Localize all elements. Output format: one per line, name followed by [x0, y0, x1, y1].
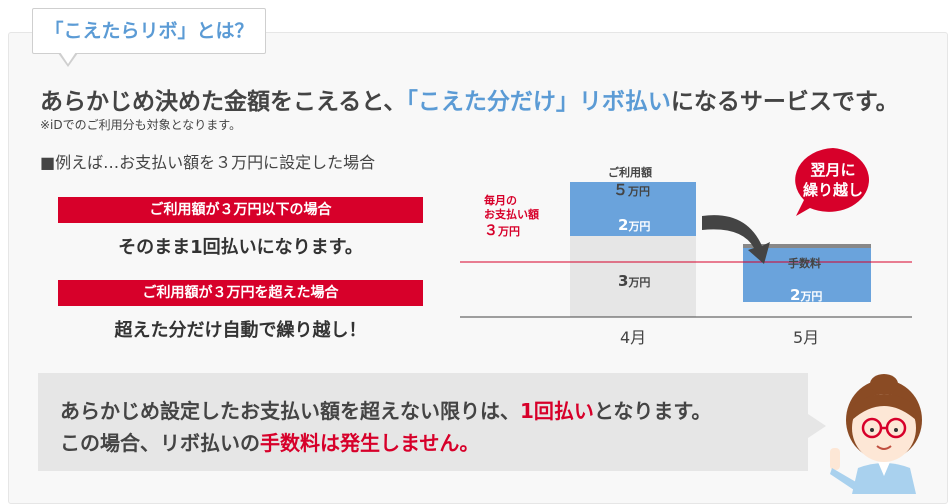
- headline-suffix: になるサービスです。: [670, 89, 899, 115]
- info-box: あらかじめ設定したお支払い額を超えない限りは、1回払いとなります。 この場合、リ…: [38, 373, 808, 471]
- callout-text: 翌月に 繰り越し: [790, 160, 876, 200]
- bar-april-paid: [570, 236, 696, 317]
- example-label: ■例えば…お支払い額を３万円に設定した場合: [40, 153, 376, 172]
- callout-line-1: 翌月に: [810, 161, 856, 179]
- note-text: ※iDでのご利用分も対象となります。: [40, 118, 242, 132]
- carryover-chart: 毎月の お支払い額 ３万円 ご利用額 ５万円 2万円 3万円 手数料 2万円 4…: [458, 160, 913, 355]
- monthly-value: ３万円: [484, 223, 520, 239]
- chart-svg: [460, 182, 912, 318]
- bar-may-fee: [743, 244, 871, 249]
- character-illustration: [830, 374, 922, 494]
- monthly-label-2: お支払い額: [484, 208, 539, 221]
- x-tick-april: 4月: [620, 328, 647, 347]
- case1-text: そのまま1回払いになります。: [118, 237, 363, 258]
- section-title: 「こえたらリボ」とは？: [32, 8, 266, 54]
- carryover-callout: 翌月に 繰り越し: [790, 146, 876, 216]
- section-title-tail-inner: [60, 52, 76, 64]
- fee-label: 手数料: [788, 257, 821, 270]
- bar-april-carried: [570, 182, 696, 236]
- headline: あらかじめ決めた金額をこえると、「こえた分だけ」リボ払いになるサービスです。: [40, 82, 899, 116]
- info-box-pointer: [808, 414, 826, 438]
- case2-bar: ご利用額が３万円を超えた場合: [58, 280, 423, 306]
- monthly-label-1: 毎月の: [484, 194, 517, 207]
- usage-label: ご利用額: [608, 166, 652, 179]
- usage-value: ５万円: [613, 181, 651, 199]
- info-line-1: あらかじめ設定したお支払い額を超えない限りは、1回払いとなります。: [60, 399, 712, 423]
- may-label: 2万円: [790, 286, 823, 304]
- carryover-arrow: [702, 215, 770, 264]
- x-tick-may: 5月: [793, 328, 820, 347]
- callout-line-2: 繰り越し: [802, 181, 863, 199]
- april-top-label: 2万円: [618, 216, 651, 234]
- headline-highlight: 「こえた分だけ」リボ払い: [406, 89, 671, 115]
- headline-prefix: あらかじめ決めた金額をこえると、: [40, 89, 407, 115]
- case1-bar: ご利用額が３万円以下の場合: [58, 197, 423, 223]
- callout-shape: [795, 148, 869, 216]
- case2-text: 超えた分だけ自動で繰り越し！: [114, 320, 367, 341]
- april-bottom-label: 3万円: [618, 272, 651, 290]
- info-line-2: この場合、リボ払いの手数料は発生しません。: [60, 431, 480, 455]
